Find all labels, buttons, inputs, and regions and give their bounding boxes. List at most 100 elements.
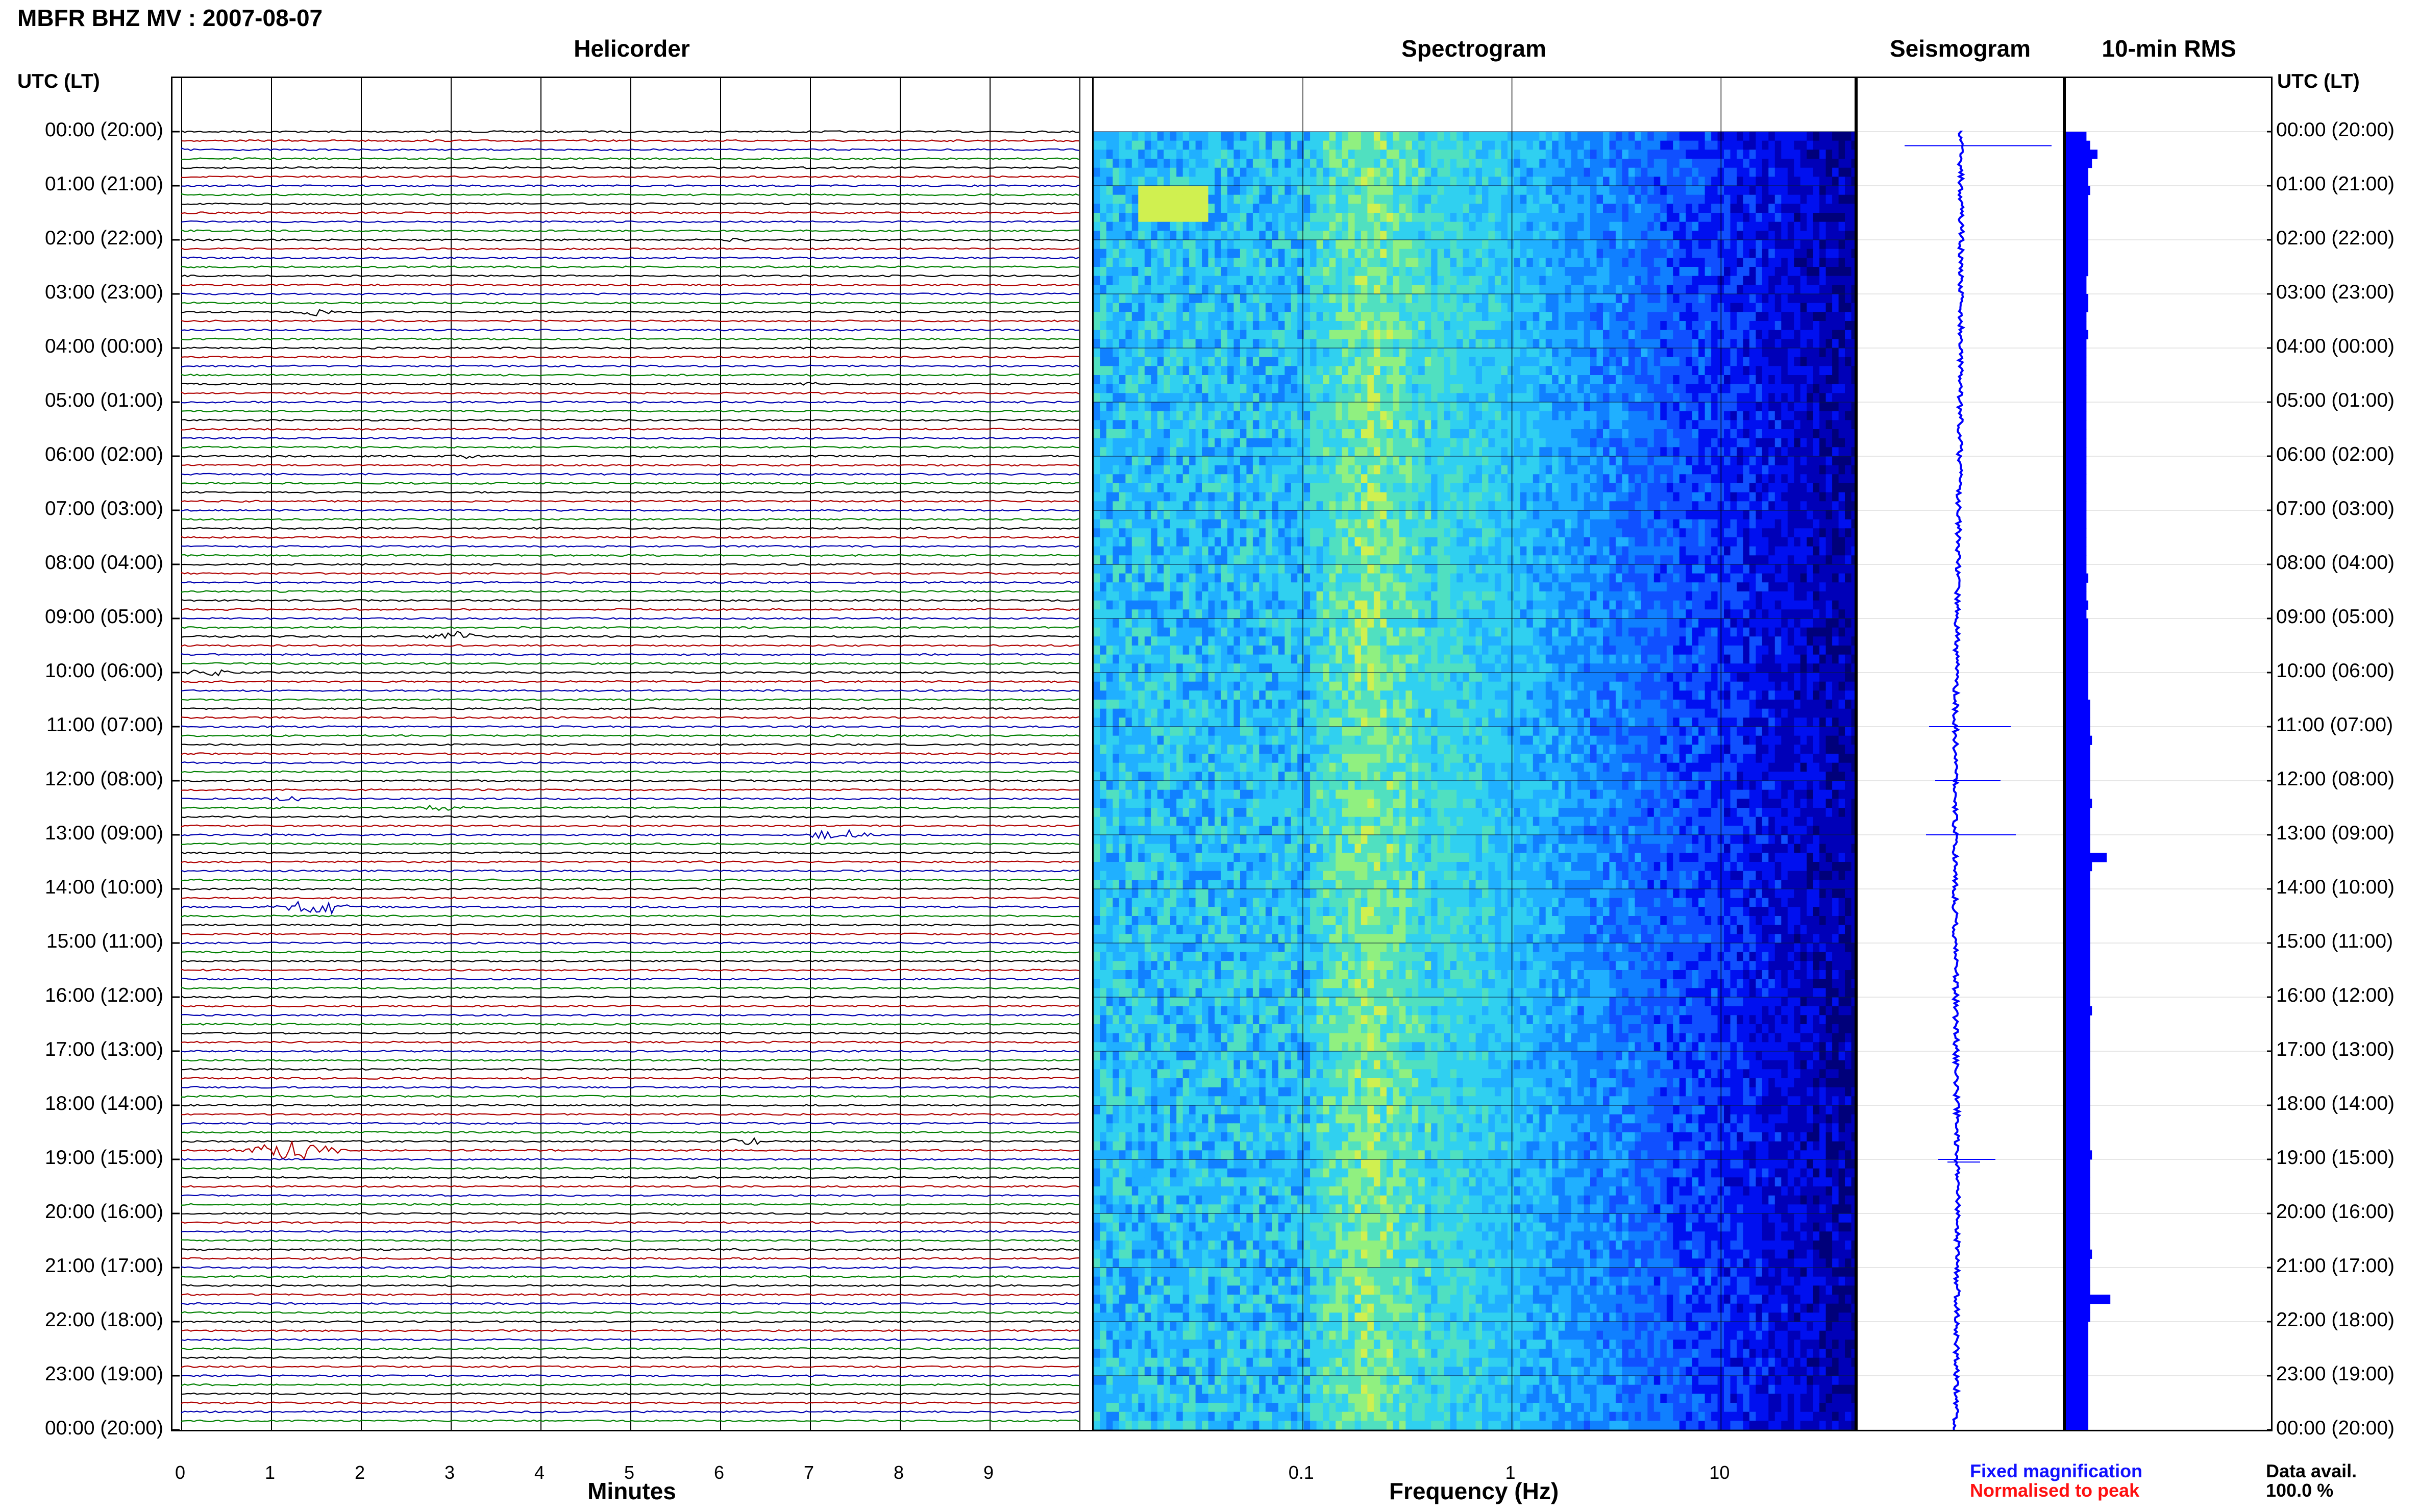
rms-bar-54	[2066, 618, 2088, 628]
rms-bar-95	[2066, 988, 2090, 998]
rms-bar-68	[2066, 745, 2090, 754]
rms-bar-47	[2066, 555, 2087, 565]
rms-bar-22	[2066, 330, 2088, 339]
helicorder-trace-row-63	[181, 698, 1079, 701]
time-label-left-11: 11:00 (07:00)	[46, 714, 163, 736]
minute-tick-label-5: 5	[624, 1462, 635, 1483]
spectrogram-cells	[1094, 132, 1855, 1430]
helicorder-trace-row-0	[181, 130, 1079, 133]
time-label-right-21: 21:00 (17:00)	[2276, 1255, 2395, 1277]
rms-bar-140	[2066, 1394, 2088, 1403]
rms-bar-100	[2066, 1033, 2090, 1043]
time-label-left-17: 17:00 (13:00)	[44, 1038, 163, 1060]
helicorder-trace-row-84	[181, 887, 1079, 890]
time-label-right-17: 17:00 (13:00)	[2276, 1038, 2395, 1060]
time-label-left-21: 21:00 (17:00)	[44, 1255, 163, 1277]
helicorder-trace-row-53	[181, 608, 1079, 611]
rms-bar-49	[2066, 573, 2088, 583]
helicorder-trace-row-14	[181, 256, 1079, 260]
rms-bar-5	[2066, 177, 2088, 186]
helicorder-trace-row-35	[181, 445, 1079, 449]
helicorder-trace-row-138	[181, 1374, 1079, 1377]
helicorder-trace-row-7	[181, 193, 1079, 196]
rms-bar-119	[2066, 1204, 2090, 1214]
helicorder-trace-row-107	[181, 1095, 1079, 1098]
helicorder-trace-row-69	[181, 752, 1079, 755]
time-label-left-8: 08:00 (04:00)	[44, 552, 163, 574]
helicorder-trace-row-38	[181, 473, 1079, 476]
rms-bar-97	[2066, 1006, 2092, 1015]
rms-bar-101	[2066, 1042, 2090, 1052]
helicorder-trace-row-6	[181, 184, 1079, 187]
rms-bar-87	[2066, 916, 2090, 926]
spectrogram-panel	[1092, 77, 1856, 1431]
rms-bar-126	[2066, 1268, 2090, 1277]
rms-bar-26	[2066, 366, 2087, 376]
rms-bar-82	[2066, 871, 2090, 880]
rms-bar-1	[2066, 140, 2090, 150]
helicorder-trace-row-58	[181, 653, 1079, 656]
rms-bar-107	[2066, 1096, 2090, 1106]
time-label-right-2: 02:00 (22:00)	[2276, 227, 2395, 249]
helicorder-trace-row-87	[181, 914, 1079, 918]
minute-tick-label-4: 4	[534, 1462, 545, 1483]
helicorder-trace-row-96	[181, 995, 1079, 999]
rms-bar-108	[2066, 1105, 2090, 1115]
rms-bar-138	[2066, 1376, 2088, 1385]
helicorder-trace-row-61	[181, 680, 1079, 683]
time-label-right-7: 07:00 (03:00)	[2276, 498, 2395, 519]
time-label-left-0: 00:00 (20:00)	[44, 119, 163, 141]
helicorder-trace-row-54	[181, 617, 1079, 620]
helicorder-trace-row-42	[181, 509, 1079, 512]
helicorder-trace-row-143	[181, 1419, 1079, 1423]
helicorder-trace-row-74	[181, 796, 1079, 802]
time-label-left-4: 04:00 (00:00)	[44, 335, 163, 357]
rms-bar-64	[2066, 708, 2090, 718]
frequency-tick-label-1: 1	[1505, 1462, 1516, 1483]
rms-bar-62	[2066, 690, 2088, 700]
rms-bar-42	[2066, 510, 2087, 520]
helicorder-trace-row-118	[181, 1194, 1079, 1197]
helicorder-trace-row-112	[181, 1137, 1079, 1145]
time-label-left-1: 01:00 (21:00)	[44, 173, 163, 195]
rms-bar-18	[2066, 294, 2088, 304]
helicorder-trace-row-8	[181, 202, 1079, 206]
rms-bar-40	[2066, 492, 2087, 502]
rms-bar-16	[2066, 276, 2087, 285]
helicorder-trace-row-86	[181, 900, 1079, 915]
seismogram-trace	[1858, 131, 2063, 1430]
rms-bar-69	[2066, 754, 2090, 763]
helicorder-trace-row-82	[181, 869, 1079, 873]
helicorder-trace-row-46	[181, 544, 1079, 548]
time-label-right-22: 22:00 (18:00)	[2276, 1309, 2395, 1331]
rms-bar-86	[2066, 907, 2090, 916]
legend-normalised-to-peak: Normalised to peak	[1970, 1480, 2140, 1501]
plot-title: MBFR BHZ MV : 2007-08-07	[17, 5, 323, 31]
rms-bar-46	[2066, 546, 2087, 556]
rms-bar-21	[2066, 321, 2087, 331]
rms-bar-3	[2066, 159, 2092, 168]
helicorder-trace-row-110	[181, 1122, 1079, 1125]
rms-bar-91	[2066, 952, 2090, 961]
time-axis-header-left: UTC (LT)	[17, 70, 100, 92]
time-label-left-14: 14:00 (10:00)	[44, 876, 163, 898]
helicorder-trace-row-23	[181, 337, 1079, 341]
time-label-left-19: 19:00 (15:00)	[44, 1147, 163, 1169]
rms-bar-23	[2066, 339, 2087, 349]
rms-bar-84	[2066, 889, 2090, 899]
rms-bar-61	[2066, 681, 2088, 691]
rms-bar-117	[2066, 1186, 2090, 1196]
helicorder-trace-row-29	[181, 391, 1079, 395]
rms-bar-114	[2066, 1159, 2090, 1169]
spectrogram-image	[1094, 78, 1855, 1430]
rms-bar-34	[2066, 438, 2087, 448]
frequency-tick-label-2: 10	[1709, 1462, 1730, 1483]
helicorder-trace-row-73	[181, 788, 1079, 791]
time-label-right-13: 13:00 (09:00)	[2276, 822, 2395, 844]
rms-bar-99	[2066, 1024, 2090, 1034]
helicorder-trace-row-75	[181, 804, 1079, 811]
helicorder-trace-row-133	[181, 1329, 1079, 1332]
rms-bar-41	[2066, 501, 2087, 511]
minute-tick-label-1: 1	[264, 1462, 276, 1483]
time-label-right-12: 12:00 (08:00)	[2276, 768, 2395, 790]
